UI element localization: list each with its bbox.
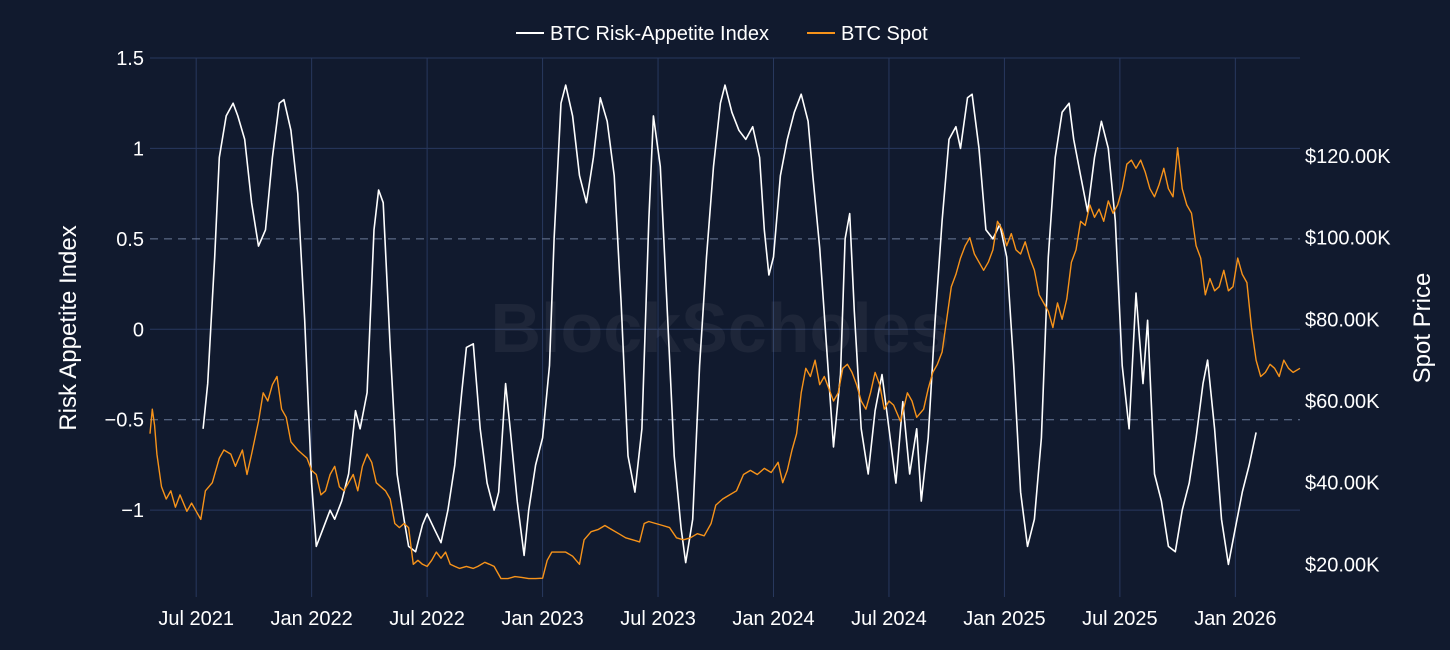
- y-left-tick-label: 0: [133, 319, 144, 341]
- y-right-tick-label: $100.00K: [1305, 228, 1391, 250]
- x-tick-label: Jan 2025: [963, 608, 1045, 630]
- x-tick-label: Jul 2023: [620, 608, 696, 630]
- x-tick-label: Jan 2024: [732, 608, 814, 630]
- watermark: BlockScholes: [490, 289, 949, 367]
- x-tick-label: Jan 2023: [501, 608, 583, 630]
- series-line-btc-spot: [149, 147, 1301, 580]
- x-tick-label: Jul 2024: [851, 608, 927, 630]
- legend-label-btc-spot[interactable]: BTC Spot: [841, 23, 928, 45]
- y-left-tick-label: 0.5: [116, 229, 144, 251]
- y-axis-left-title: Risk Appetite Index: [55, 225, 82, 430]
- series-line-risk-appetite: [202, 84, 1257, 566]
- x-tick-label: Jul 2021: [158, 608, 234, 630]
- y-right-tick-label: $40.00K: [1305, 473, 1380, 495]
- legend-label-risk-appetite[interactable]: BTC Risk-Appetite Index: [550, 23, 769, 45]
- grid: [150, 57, 1300, 597]
- y-left-tick-label: −1: [121, 500, 144, 522]
- y-right-tick-label: $80.00K: [1305, 309, 1380, 331]
- legend[interactable]: BTC Risk-Appetite Index BTC Spot: [516, 23, 928, 45]
- y-right-tick-label: $20.00K: [1305, 554, 1380, 576]
- x-tick-label: Jan 2026: [1194, 608, 1276, 630]
- y-axis-right-title: Spot Price: [1409, 273, 1436, 384]
- y-left-tick-label: 1.5: [116, 48, 144, 70]
- y-left-tick-label: −0.5: [105, 410, 144, 432]
- x-tick-label: Jul 2025: [1082, 608, 1158, 630]
- y-right-tick-label: $60.00K: [1305, 391, 1380, 413]
- series-layer: [149, 84, 1301, 580]
- y-right-tick-label: $120.00K: [1305, 146, 1391, 168]
- x-tick-label: Jan 2022: [270, 608, 352, 630]
- y-left-tick-label: 1: [133, 138, 144, 160]
- axes: Jul 2021 Jan 2022 Jul 2022 Jan 2023 Jul 2023…: [105, 48, 1392, 630]
- x-tick-label: Jul 2022: [389, 608, 465, 630]
